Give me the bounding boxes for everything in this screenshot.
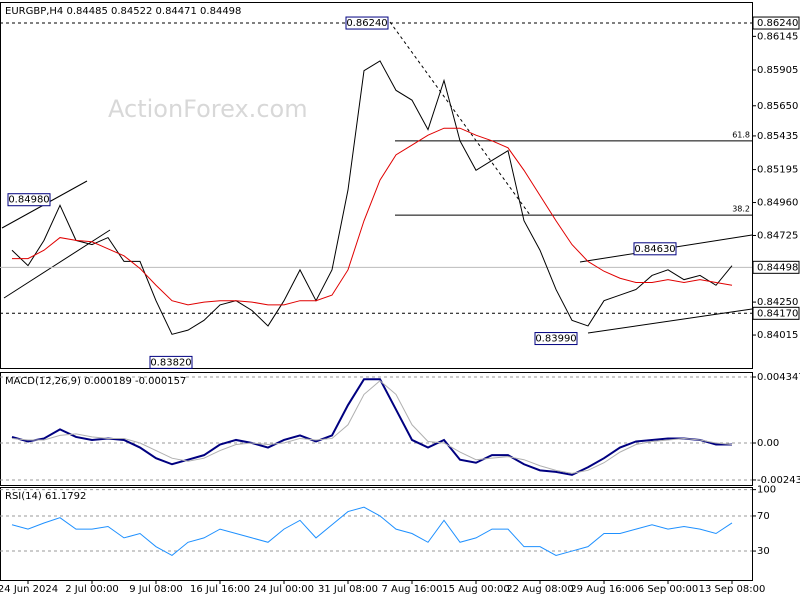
panel-title: RSI(14) 61.1792 bbox=[5, 491, 86, 502]
fib-label: 38.2 bbox=[732, 205, 750, 214]
trend-dashed-line bbox=[389, 21, 531, 216]
annotation-box bbox=[633, 242, 677, 256]
x-tick-label: 13 Sep 08:00 bbox=[699, 584, 766, 595]
annotation-label: 0.84980 bbox=[8, 195, 49, 206]
y-tick-label: 70 bbox=[757, 511, 770, 522]
x-tick-label: 6 Sep 00:00 bbox=[638, 584, 698, 595]
annotation-box bbox=[534, 332, 578, 346]
series-line bbox=[12, 127, 733, 306]
y-tick-label: 0.86145 bbox=[757, 31, 798, 42]
x-tick-label: 22 Aug 08:00 bbox=[506, 584, 573, 595]
panel-title: MACD(12,26,9) 0.000189 -0.000157 bbox=[5, 376, 186, 387]
y-tick-label: 100 bbox=[757, 485, 776, 496]
y-tick-label: 0.84015 bbox=[757, 330, 798, 341]
x-tick-label: 24 Jul 00:00 bbox=[254, 584, 314, 595]
y-tick-label: 30 bbox=[757, 546, 770, 557]
y-tick-label: 0.004347 bbox=[757, 372, 800, 383]
annotation-box bbox=[345, 16, 389, 30]
y-tick-label: 0.85905 bbox=[757, 65, 798, 76]
x-tick-label: 7 Aug 16:00 bbox=[381, 584, 442, 595]
y-tick-label: 0.84725 bbox=[757, 230, 798, 241]
series-line bbox=[11, 380, 733, 474]
x-tick-label: 16 Jul 16:00 bbox=[190, 584, 250, 595]
annotation-label: 0.83990 bbox=[535, 334, 576, 345]
annotation-box bbox=[7, 193, 51, 207]
y-tick-label: 0.85435 bbox=[757, 131, 798, 142]
x-tick-label: 29 Aug 16:00 bbox=[570, 584, 637, 595]
price-label: 0.86240 bbox=[757, 18, 798, 29]
price-label-box bbox=[752, 260, 800, 274]
series-line bbox=[11, 60, 733, 335]
y-tick-label: 0.84250 bbox=[757, 297, 798, 308]
x-tick-label: 2 Jul 00:00 bbox=[65, 584, 119, 595]
annotation-label: 0.83820 bbox=[150, 357, 191, 368]
series-line bbox=[11, 506, 733, 557]
price-label-box bbox=[752, 16, 800, 30]
channel-line bbox=[3, 229, 111, 299]
price-label: 0.84498 bbox=[757, 262, 798, 273]
fib-label: 61.8 bbox=[732, 130, 750, 139]
y-tick-label: 0.00 bbox=[757, 438, 779, 449]
channel-line bbox=[587, 308, 753, 334]
y-tick-label: 0.85195 bbox=[757, 165, 798, 176]
x-tick-label: 9 Jul 08:00 bbox=[129, 584, 183, 595]
price-label: 0.84170 bbox=[757, 308, 798, 319]
y-tick-label: -0.002434 bbox=[757, 475, 800, 486]
watermark: ActionForex.com bbox=[108, 95, 308, 123]
x-tick-label: 31 Jul 08:00 bbox=[318, 584, 378, 595]
price-label-box bbox=[752, 306, 800, 320]
annotation-label: 0.84630 bbox=[634, 244, 675, 255]
x-tick-label: 24 Jun 2024 bbox=[0, 584, 58, 595]
y-tick-label: 0.85650 bbox=[757, 101, 798, 112]
rsi-panel-frame bbox=[0, 487, 753, 581]
macd-panel-frame bbox=[0, 372, 753, 486]
panel-title: EURGBP,H4 0.84485 0.84522 0.84471 0.8449… bbox=[5, 6, 241, 17]
price-panel-frame bbox=[0, 2, 753, 369]
x-tick-label: 15 Aug 00:00 bbox=[442, 584, 509, 595]
annotation-box bbox=[149, 355, 193, 369]
y-tick-label: 0.84960 bbox=[757, 198, 798, 209]
annotation-label: 0.86240 bbox=[346, 18, 387, 29]
series-line bbox=[11, 378, 732, 476]
